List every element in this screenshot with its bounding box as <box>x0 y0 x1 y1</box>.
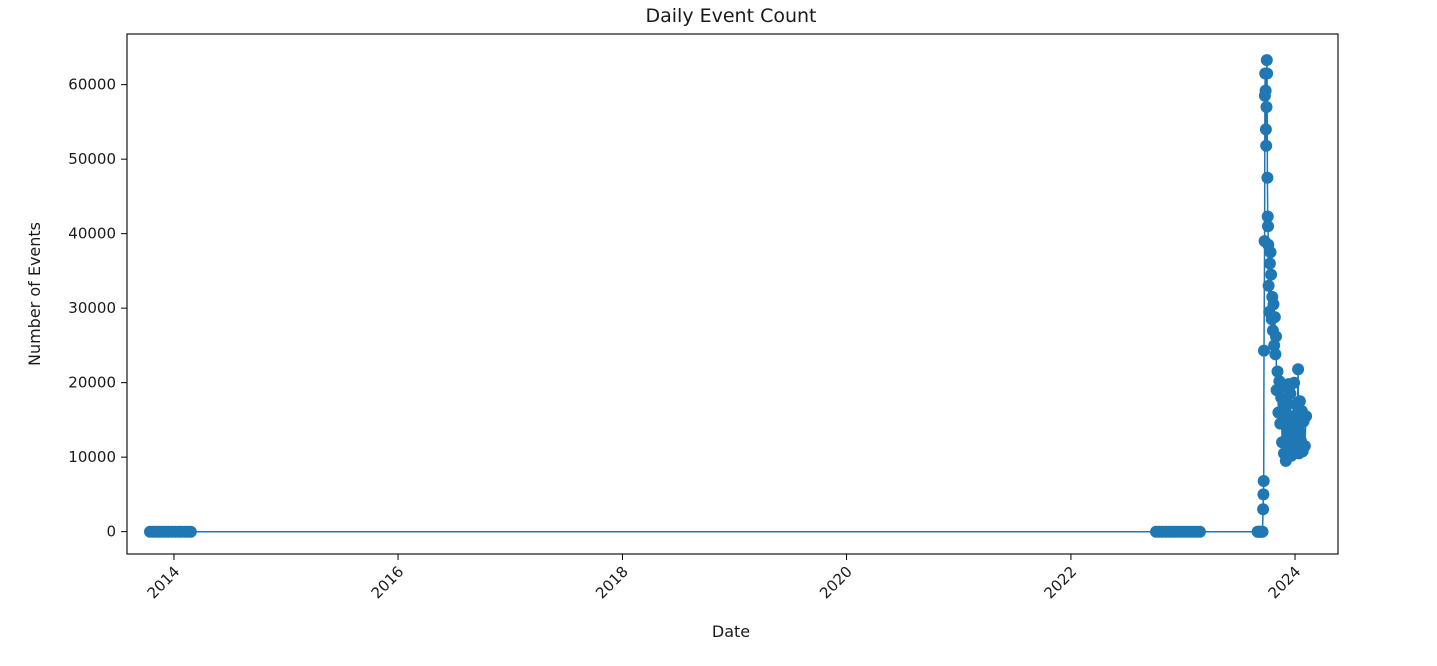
data-point <box>1264 246 1277 259</box>
data-point <box>1274 417 1287 430</box>
y-tick-label: 10000 <box>68 448 116 466</box>
data-point <box>1286 410 1299 423</box>
data-point <box>1270 330 1282 343</box>
data-point <box>1260 54 1273 67</box>
data-point <box>1263 257 1276 270</box>
data-point <box>1271 365 1284 378</box>
data-point <box>1293 395 1306 408</box>
data-point <box>1256 525 1269 538</box>
data-point <box>1298 440 1311 452</box>
data-point <box>1260 101 1273 113</box>
data-point <box>184 525 197 538</box>
y-tick-label: 50000 <box>68 150 116 168</box>
data-point <box>1300 410 1313 423</box>
y-tick-label: 30000 <box>68 299 116 317</box>
data-point <box>1261 67 1274 80</box>
data-point <box>1268 339 1281 352</box>
data-point <box>1262 279 1275 292</box>
data-point <box>1267 298 1280 311</box>
data-point <box>1257 488 1270 501</box>
x-axis-label: Date <box>712 622 750 641</box>
data-point <box>1259 84 1272 97</box>
data-point <box>1288 376 1301 389</box>
x-tick-label: 2018 <box>592 563 632 603</box>
y-tick-label: 20000 <box>68 374 116 392</box>
x-axis: 2014 2016 2018 2020 2022 2024 <box>144 554 1305 603</box>
data-point <box>1193 525 1206 538</box>
x-tick-label: 2024 <box>1265 563 1305 603</box>
y-tick-label: 40000 <box>68 225 116 243</box>
y-tick-label: 0 <box>106 523 116 541</box>
chart-title: Daily Event Count <box>645 5 816 27</box>
data-point <box>1259 123 1272 136</box>
data-point <box>1292 363 1305 376</box>
data-point <box>1258 344 1270 357</box>
y-tick-label: 60000 <box>68 76 116 94</box>
data-point <box>1257 475 1270 487</box>
x-tick-label: 2016 <box>368 563 408 603</box>
data-point <box>1261 210 1274 223</box>
plot-frame <box>126 33 1339 555</box>
data-point <box>1260 139 1273 152</box>
x-tick-label: 2020 <box>816 563 856 603</box>
series-layer <box>144 54 1313 538</box>
data-point <box>1269 348 1282 361</box>
data-point <box>1265 268 1278 281</box>
data-point <box>1262 220 1274 233</box>
y-axis: 0 10000 20000 30000 40000 50000 60000 <box>68 76 127 541</box>
x-tick-label: 2022 <box>1041 563 1081 603</box>
data-point <box>1257 503 1270 516</box>
data-point <box>1261 171 1274 184</box>
series-line <box>150 60 1307 533</box>
data-point <box>1268 311 1281 324</box>
data-point <box>1284 387 1297 400</box>
x-tick-label: 2014 <box>144 563 184 603</box>
y-axis-label: Number of Events <box>25 222 44 366</box>
